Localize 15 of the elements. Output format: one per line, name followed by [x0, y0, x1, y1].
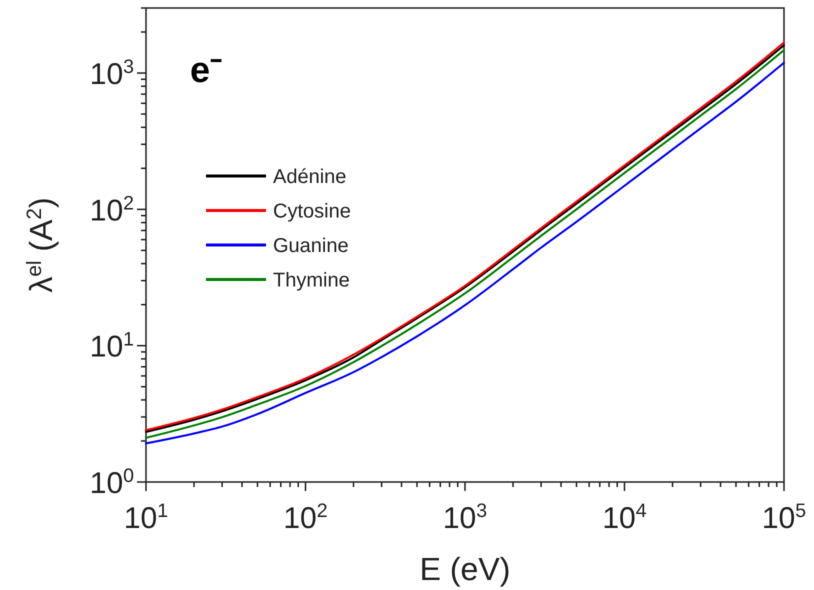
y-tick-label: 10$^{0}$	[90, 465, 134, 500]
x-tick-label: 10$^{1}$	[124, 500, 168, 535]
x-axis-title: E (eV)	[420, 551, 510, 587]
annotation: e⁻	[190, 49, 222, 90]
x-tick-label: 10$^{3}$	[442, 500, 488, 535]
y-tick-label: 10$^{3}$	[90, 56, 134, 92]
x-tick-label: 10$^{4}$	[602, 500, 647, 535]
y-tick-label: 10$^{1}$	[90, 328, 134, 364]
x-tick-label: 10$^{2}$	[283, 500, 328, 535]
legend-label: Guanine	[273, 235, 349, 257]
legend-label: Cytosine	[273, 200, 351, 222]
x-tick-label: 10$^{5}$	[762, 500, 806, 535]
y-tick-label: 10$^{2}$	[90, 192, 134, 228]
legend-label: Adénine	[273, 166, 346, 188]
legend-label: Thymine	[273, 270, 350, 292]
